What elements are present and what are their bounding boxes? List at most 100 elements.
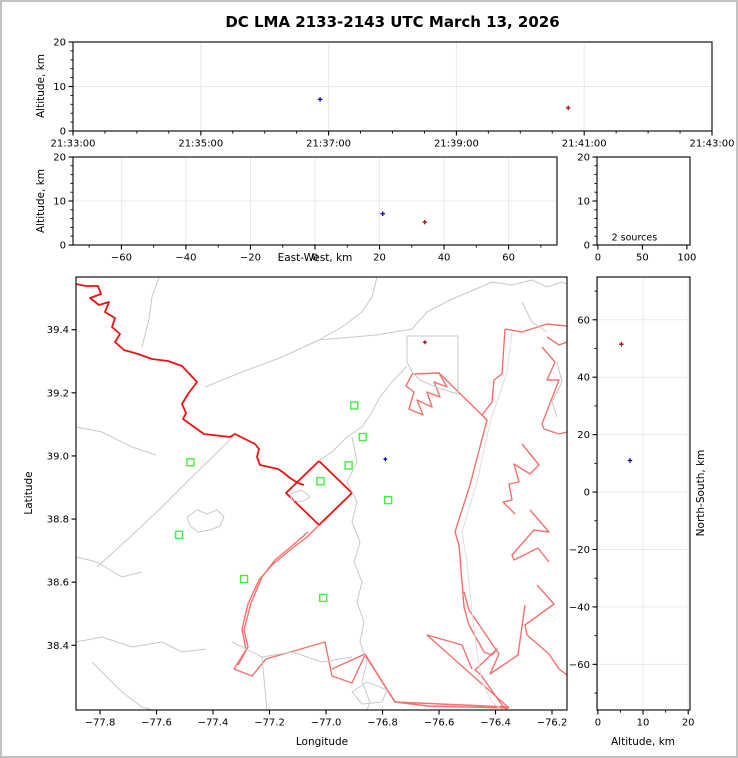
map-ylabel: Latitude [23, 471, 35, 514]
x-tick-label: 100 [677, 253, 696, 264]
map-boundary-corner-shore [546, 336, 567, 346]
hist-panel: 2 sources 0 50 100 0 10 20 [577, 153, 696, 264]
y-tick-label: −40 [569, 602, 590, 613]
data-point [380, 211, 386, 217]
x-tick-label: 21:41:00 [562, 139, 607, 150]
map-boundary-patapsco-inlet [405, 372, 448, 416]
y-tick-label: 0 [584, 241, 590, 252]
x-tick-label: 40 [438, 253, 451, 264]
time_alt-ylabel: Altitude, km [35, 54, 47, 118]
y-tick-label: 38.4 [47, 641, 69, 652]
map-boundary-east-shore-4 [524, 584, 567, 676]
y-tick-label: 60 [577, 315, 590, 326]
x-tick-label: 50 [636, 253, 649, 264]
lma-station-marker [186, 458, 195, 467]
map-boundary-lower-potomac-east-bank [233, 524, 510, 709]
map-boundary-county-north-1 [318, 277, 378, 341]
y-tick-label: 39.4 [47, 325, 69, 336]
map-boundary-county-north-3 [468, 279, 567, 293]
x-tick-label: 60 [502, 253, 515, 264]
map-boundary-east-shore-3 [511, 509, 550, 563]
x-tick-label: −77.2 [254, 718, 285, 729]
y-tick-label: 0 [60, 127, 66, 138]
ew_alt-panel: −60 −40 −20 0 20 40 60 0 10 20 East-West, km Altitu… [35, 153, 558, 264]
x-tick-label: 21:33:00 [51, 139, 96, 150]
x-tick-label: −76.8 [367, 718, 398, 729]
lma-station-marker [316, 476, 325, 486]
map-boundary-east-shore-1 [541, 346, 567, 435]
y-tick-label: 10 [53, 82, 66, 93]
x-tick-label: 0 [595, 718, 601, 729]
map-boundary-lower-potomac-west-bank [237, 531, 309, 666]
x-tick-label: −77.6 [141, 718, 172, 729]
x-tick-label: 20 [682, 718, 695, 729]
map-boundary-county-west-2 [76, 556, 143, 578]
lma-station-marker [344, 461, 353, 470]
y-tick-label: 0 [584, 488, 590, 499]
data-point [565, 105, 571, 111]
data-point [619, 341, 624, 347]
data-point [422, 219, 428, 225]
y-tick-label: 20 [577, 430, 590, 441]
lma-station-marker [239, 574, 249, 584]
x-tick-label: −77.0 [311, 718, 342, 729]
map-boundary-gray-northeast-2 [551, 361, 563, 418]
y-tick-label: 40 [577, 373, 590, 384]
x-tick-label: 21:37:00 [306, 139, 351, 150]
map-boundary-river-mouth-chevron-2 [426, 634, 510, 709]
ns_alt-panel: 0 10 20 60 40 20 0 −20 −40 −60 Altitude, km North-S… [569, 276, 707, 748]
map-boundary-river-mouth-chevron-3 [463, 591, 526, 675]
map-boundary-south-blob [351, 681, 388, 705]
data-point [317, 97, 323, 102]
ns_alt-xlabel: Altitude, km [611, 736, 675, 748]
x-tick-label: −77.8 [85, 718, 116, 729]
y-tick-label: 39.0 [47, 451, 69, 462]
x-tick-label: −77.4 [198, 718, 229, 729]
x-tick-label: 0 [595, 253, 601, 264]
y-tick-label: −20 [569, 545, 590, 556]
x-tick-label: −60 [111, 253, 132, 264]
map-boundary-bay-north-line [504, 323, 567, 333]
x-tick-label: −76.6 [424, 718, 455, 729]
map-boundary-county-nw-vertical [141, 277, 160, 348]
x-tick-label: −76.4 [480, 718, 511, 729]
map-boundary-east-shore-2 [502, 443, 540, 515]
map-boundary-county-patuxent-line [346, 436, 371, 710]
x-tick-label: 21:43:00 [690, 139, 735, 150]
x-tick-label: −76.2 [537, 718, 568, 729]
map-panel: −77.8 −77.6 −77.4 −77.2 −77.0 −76.8 −76.6 −76.4… [23, 276, 568, 748]
y-tick-label: 20 [53, 153, 66, 164]
x-tick-label: 21:35:00 [178, 139, 223, 150]
map-boundary-county-south-2 [261, 656, 268, 710]
x-tick-label: 21:39:00 [434, 139, 479, 150]
y-tick-label: 10 [577, 197, 590, 208]
y-tick-label: 10 [53, 197, 66, 208]
map-boundary-county-north-2 [318, 291, 470, 341]
map-boundary-baltimore-city-square [406, 335, 459, 395]
plot-title: DC LMA 2133-2143 UTC March 13, 2026 [225, 13, 560, 31]
lma-station-marker [174, 530, 184, 540]
x-tick-label: 10 [637, 718, 650, 729]
lma-station-marker [318, 593, 328, 603]
map-boundary-bay-gray-underlay [461, 331, 513, 710]
map-boundary-chesapeake-west-shore [454, 328, 508, 710]
map-boundary-patapsco-link [438, 372, 488, 421]
map-boundary-county-southwest-1 [76, 636, 207, 653]
ew_alt-xlabel: East-West, km [278, 252, 353, 264]
y-tick-label: 38.6 [47, 578, 69, 589]
ew_alt-ylabel: Altitude, km [35, 169, 47, 233]
y-tick-label: 39.2 [47, 388, 69, 399]
x-tick-label: −40 [175, 253, 196, 264]
y-tick-label: −60 [569, 660, 590, 671]
map-boundary-county-south-1 [231, 641, 353, 663]
y-tick-label: 38.8 [47, 515, 69, 526]
map-boundary-county-howard-diag [204, 339, 320, 388]
lightning-source-point [383, 457, 388, 461]
y-tick-label: 20 [577, 153, 590, 164]
map-boundary-county-west-1 [76, 426, 157, 456]
map-boundary-county-southwest-2 [91, 661, 153, 710]
time_alt-panel: 21:33:00 21:35:00 21:37:00 21:39:00 21:41:00… [35, 38, 734, 150]
y-tick-label: 20 [53, 38, 66, 49]
